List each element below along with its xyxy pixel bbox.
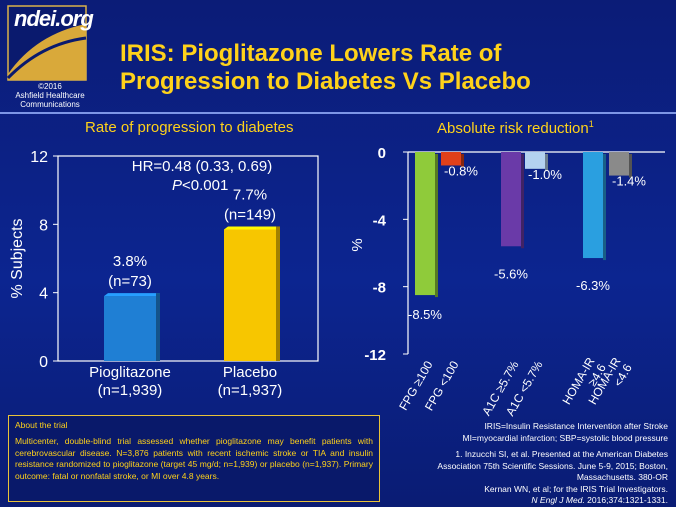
p-value-annotation: P<0.001 <box>172 177 228 194</box>
left-data-label-n: (n=149) <box>224 206 276 223</box>
left-bar-top <box>224 226 280 230</box>
slide-title-line2: Progression to Diabetes Vs Placebo <box>120 68 531 95</box>
right-bar <box>609 152 629 176</box>
left-data-label: 7.7% <box>233 186 267 203</box>
left-y-tick-label: 4 <box>39 286 48 303</box>
about-trial-title: About the trial <box>15 420 68 430</box>
right-bar-side <box>603 154 606 261</box>
right-bar-side <box>435 154 438 298</box>
right-y-tick-label: 0 <box>378 145 386 162</box>
logo-company-line2: Communications <box>20 100 80 109</box>
left-chart-title: Rate of progression to diabetes <box>85 119 294 136</box>
ref2-rest: 2016;374:1321-1331. <box>584 495 668 505</box>
right-bar <box>441 152 461 166</box>
left-y-tick-label: 12 <box>30 149 48 166</box>
left-y-tick-label: 8 <box>39 217 48 234</box>
p-label: P <box>172 177 182 194</box>
logo-copyright: ©2016 <box>38 82 62 91</box>
ref2-line2: N Engl J Med. 2016;374:1321-1331. <box>368 495 668 507</box>
left-y-axis-label: % Subjects <box>9 218 26 298</box>
ref1-line1: 1. Inzucchi SI, et al. Presented at the … <box>455 449 668 459</box>
references: 1. Inzucchi SI, et al. Presented at the … <box>368 449 668 507</box>
left-bar-side <box>276 226 280 361</box>
left-category-label: Placebo <box>223 364 277 381</box>
left-category-label: Pioglitazone <box>89 364 171 381</box>
right-chart-title-text: Absolute risk reduction <box>437 120 589 137</box>
left-bar-top <box>104 293 160 297</box>
right-bar-side <box>629 154 632 178</box>
logo-icon <box>6 5 87 81</box>
left-bar-side <box>156 293 160 361</box>
right-bar-side <box>521 154 524 249</box>
left-category-n: (n=1,937) <box>218 382 283 399</box>
right-y-tick-label: -4 <box>373 212 387 229</box>
logo-company-line1: Ashfield Healthcare <box>15 91 85 100</box>
abbrev-iris: IRIS=Insulin Resistance Intervention aft… <box>484 421 668 431</box>
p-value: <0.001 <box>182 177 228 194</box>
left-data-label: 3.8% <box>113 253 147 270</box>
right-y-tick-label: -8 <box>373 280 386 297</box>
abbrev-mi: MI=myocardial infarction; SBP=systolic b… <box>462 432 668 443</box>
header: ndei.org ©2016 Ashfield Healthcare Commu… <box>0 0 676 112</box>
right-data-label: -6.3% <box>576 278 610 293</box>
left-data-label-n: (n=73) <box>108 273 152 290</box>
right-bar-side <box>545 154 548 171</box>
right-data-label: -5.6% <box>494 266 528 281</box>
left-y-tick-label: 0 <box>39 354 48 371</box>
right-data-label: -8.5% <box>408 307 442 322</box>
right-bar <box>583 152 603 259</box>
abbreviations: IRIS=Insulin Resistance Intervention aft… <box>368 421 668 444</box>
about-trial-box: About the trial Multicenter, double-blin… <box>8 415 380 502</box>
right-bar-side <box>461 154 464 168</box>
about-trial-body: Multicenter, double-blind trial assessed… <box>15 436 373 481</box>
hazard-ratio-annotation: HR=0.48 (0.33, 0.69) <box>132 158 273 175</box>
ref1-line3: Massachusetts. 380-OR <box>576 472 668 482</box>
left-category-n: (n=1,939) <box>98 382 163 399</box>
right-data-label: -0.8% <box>444 163 478 178</box>
ref2-line1: Kernan WN, et al; for the IRIS Trial Inv… <box>484 483 668 494</box>
right-bar <box>525 152 545 169</box>
slide-title: IRIS: Pioglitazone Lowers Rate of Progre… <box>120 40 660 96</box>
ndei-logo: ndei.org ©2016 Ashfield Healthcare Commu… <box>6 4 94 109</box>
ref2-journal: N Engl J Med. <box>531 495 585 505</box>
logo-brand: ndei.org <box>14 6 94 31</box>
ref1-line2: Association 75th Scientific Sessions. Ju… <box>437 460 668 471</box>
left-bar <box>224 229 276 361</box>
right-data-label: -1.0% <box>528 167 562 182</box>
right-y-tick-label: -12 <box>364 347 386 364</box>
right-chart-title-sup: 1 <box>588 119 594 129</box>
left-bar <box>104 296 156 361</box>
slide-title-line1: IRIS: Pioglitazone Lowers Rate of <box>120 40 502 67</box>
right-bar <box>501 152 521 247</box>
right-chart-title: Absolute risk reduction1 <box>437 119 594 137</box>
right-data-label: -1.4% <box>612 174 646 189</box>
right-bar <box>415 152 435 296</box>
header-divider <box>0 112 676 114</box>
left-plot-frame <box>57 155 319 362</box>
right-y-axis-label: % <box>349 238 366 251</box>
